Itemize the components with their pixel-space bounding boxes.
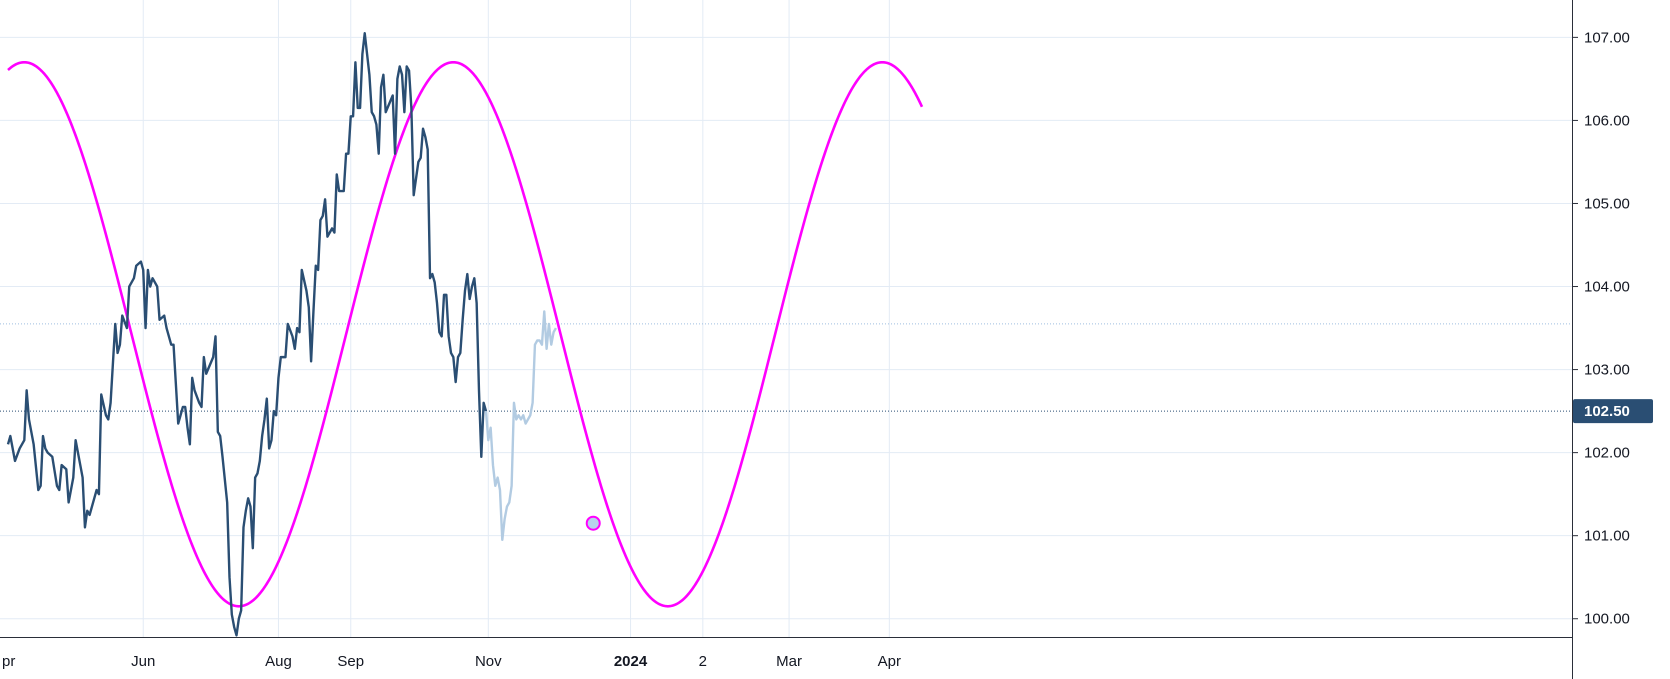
x-tick-label: Nov bbox=[475, 653, 502, 670]
price-series-line bbox=[6, 32, 488, 637]
last-price-label: 102.50 bbox=[1584, 403, 1630, 420]
x-tick-label: Apr bbox=[878, 653, 901, 670]
projection-series-line bbox=[484, 310, 557, 542]
x-tick-label: 2024 bbox=[614, 653, 648, 670]
y-tick-label: 104.00 bbox=[1584, 279, 1630, 296]
cycle-line bbox=[7, 60, 924, 608]
y-tick-label: 100.00 bbox=[1584, 611, 1630, 628]
cycle-marker-point bbox=[585, 515, 601, 531]
chart-grid bbox=[0, 0, 1572, 637]
y-tick-label: 101.00 bbox=[1584, 528, 1630, 545]
last-price-label-bg bbox=[1573, 399, 1653, 424]
chart-lines bbox=[6, 32, 924, 637]
chart-marks: 102.50 bbox=[585, 399, 1653, 531]
x-tick-label: Sep bbox=[337, 653, 364, 670]
x-tick-label: Jun bbox=[131, 653, 155, 670]
x-tick-label: 2 bbox=[699, 653, 707, 670]
y-tick-label: 107.00 bbox=[1584, 29, 1630, 46]
x-tick-label: Mar bbox=[776, 653, 802, 670]
y-tick-label: 105.00 bbox=[1584, 195, 1630, 212]
x-tick-label: Aug bbox=[265, 653, 292, 670]
x-tick-label: pr bbox=[2, 653, 15, 670]
y-tick-label: 103.00 bbox=[1584, 362, 1630, 379]
chart-axes: 100.00 101.00 102.00 103.00 104.00 105.00 106.… bbox=[0, 0, 1630, 679]
y-tick-label: 106.00 bbox=[1584, 112, 1630, 129]
y-tick-label: 102.00 bbox=[1584, 445, 1630, 462]
